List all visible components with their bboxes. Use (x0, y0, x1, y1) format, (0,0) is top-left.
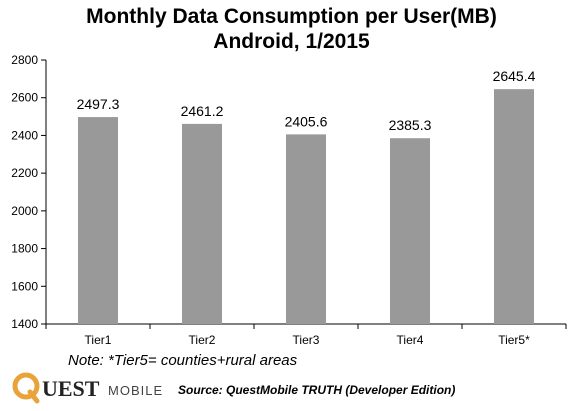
plot-area: 1400 1600 1800 2000 2200 2400 2600 2800 2497.3 Ti… (11, 53, 567, 347)
footnote: Note: *Tier5= counties+rural areas (68, 352, 298, 369)
x-tick-label: Tier3 (293, 333, 320, 347)
chart-title: Monthly Data Consumption per User(MB) An… (0, 4, 583, 54)
bar (286, 134, 326, 324)
y-tick-label: 2400 (11, 128, 38, 142)
y-tick-label: 2000 (11, 204, 38, 218)
x-tick-label: Tier2 (189, 333, 216, 347)
logo-mobile-text: MOBILE (108, 383, 162, 398)
bar (78, 117, 118, 325)
x-tick-label: Tier4 (397, 333, 424, 347)
x-tick-label: Tier1 (85, 333, 112, 347)
chart-title-line2: Android, 1/2015 (213, 30, 370, 53)
y-tick-label: 2600 (11, 91, 38, 105)
y-tick-label: 1800 (11, 242, 38, 256)
logo-uest-text: UEST (42, 376, 100, 401)
source-note: Source: QuestMobile TRUTH (Developer Edi… (178, 383, 456, 397)
bar-value-label: 2461.2 (181, 103, 224, 119)
chart-title-line1: Monthly Data Consumption per User(MB) (86, 5, 497, 28)
y-tick-label: 2200 (11, 166, 38, 180)
y-tick-label: 2800 (11, 53, 38, 67)
bar (390, 138, 430, 324)
bar-value-label: 2497.3 (77, 96, 120, 112)
questmobile-logo: UEST MOBILE (12, 372, 162, 404)
bar (182, 123, 222, 324)
bar (494, 89, 534, 325)
y-tick-label: 1400 (11, 317, 38, 331)
bar-value-label: 2405.6 (285, 113, 328, 129)
bar-value-label: 2645.4 (493, 68, 536, 84)
bar-value-label: 2385.3 (389, 117, 432, 133)
x-tick-label: Tier5* (498, 333, 530, 347)
y-tick-label: 1600 (11, 279, 38, 293)
